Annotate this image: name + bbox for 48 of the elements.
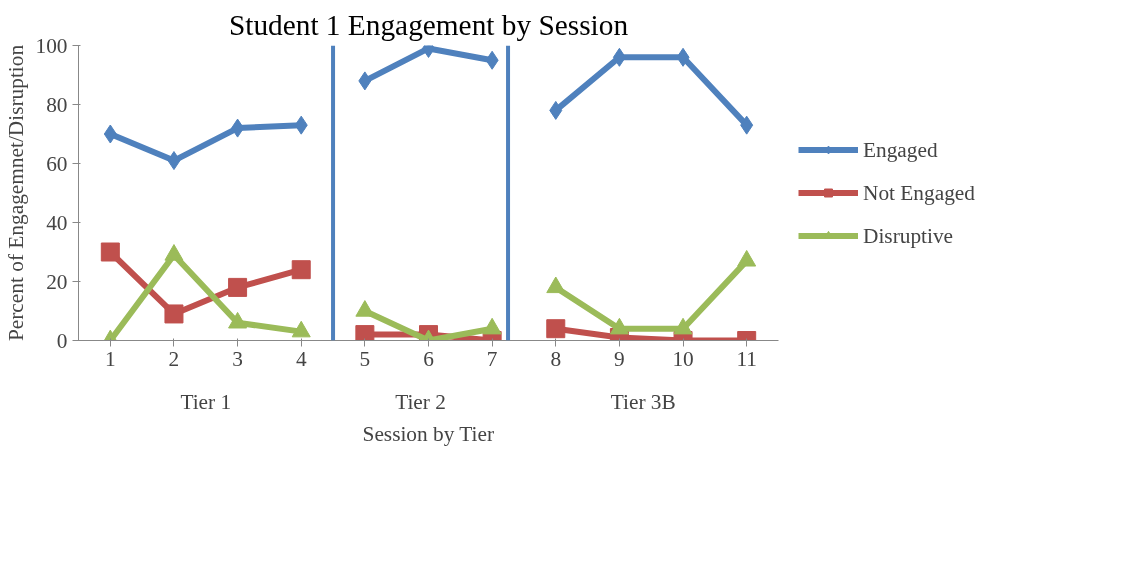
x-tick-label: 3: [232, 346, 243, 371]
x-tick-label: 5: [359, 346, 371, 371]
point: [167, 151, 181, 171]
point: [164, 244, 184, 261]
x-tick-label: 7: [486, 346, 498, 371]
point: [546, 276, 566, 294]
point: [609, 317, 629, 335]
legend-label: Disruptive: [863, 223, 954, 248]
point: [294, 115, 308, 135]
point: [549, 100, 563, 120]
chart-title: Student 1 Engagement by Session: [228, 8, 629, 41]
y-tick-label: 60: [46, 151, 68, 176]
x-tick-label: 10: [672, 346, 694, 371]
text: Tier 3B: [610, 389, 676, 414]
point: [358, 71, 372, 91]
x-axis-title: Session by Tier: [362, 421, 495, 446]
point: [676, 47, 690, 67]
point: [100, 242, 120, 262]
y-tick-label: 0: [56, 328, 68, 353]
x-tick-label: 4: [295, 346, 307, 371]
x-tick-label: 1: [104, 346, 116, 371]
x-tick-label: 11: [736, 346, 757, 371]
text: Tier 2: [395, 389, 446, 414]
x-tick-label: 8: [550, 346, 562, 371]
y-tick-label: 40: [46, 210, 68, 235]
point: [485, 50, 499, 70]
x-tick-label: 9: [614, 346, 625, 371]
point: [355, 325, 375, 341]
point: [482, 317, 502, 335]
y-axis-title: Percent of Engagemnet/Disruption: [3, 44, 28, 342]
point: [612, 47, 626, 67]
legend-label: Not Engaged: [863, 180, 975, 205]
x-tick-label: 2: [168, 346, 180, 371]
y-tick-label: 20: [46, 269, 68, 294]
point: [737, 249, 757, 267]
point: [740, 115, 754, 135]
point: [228, 277, 248, 297]
point: [673, 317, 693, 335]
legend-label: Engaged: [863, 137, 938, 162]
point: [231, 118, 245, 138]
point: [291, 320, 311, 338]
point: [228, 311, 248, 329]
point: [103, 124, 117, 144]
y-tick-label: 100: [35, 33, 68, 58]
y-tick-label: 80: [46, 92, 68, 117]
x-tick-label: 6: [423, 346, 435, 371]
point: [355, 300, 375, 317]
text: Tier 1: [180, 389, 232, 414]
